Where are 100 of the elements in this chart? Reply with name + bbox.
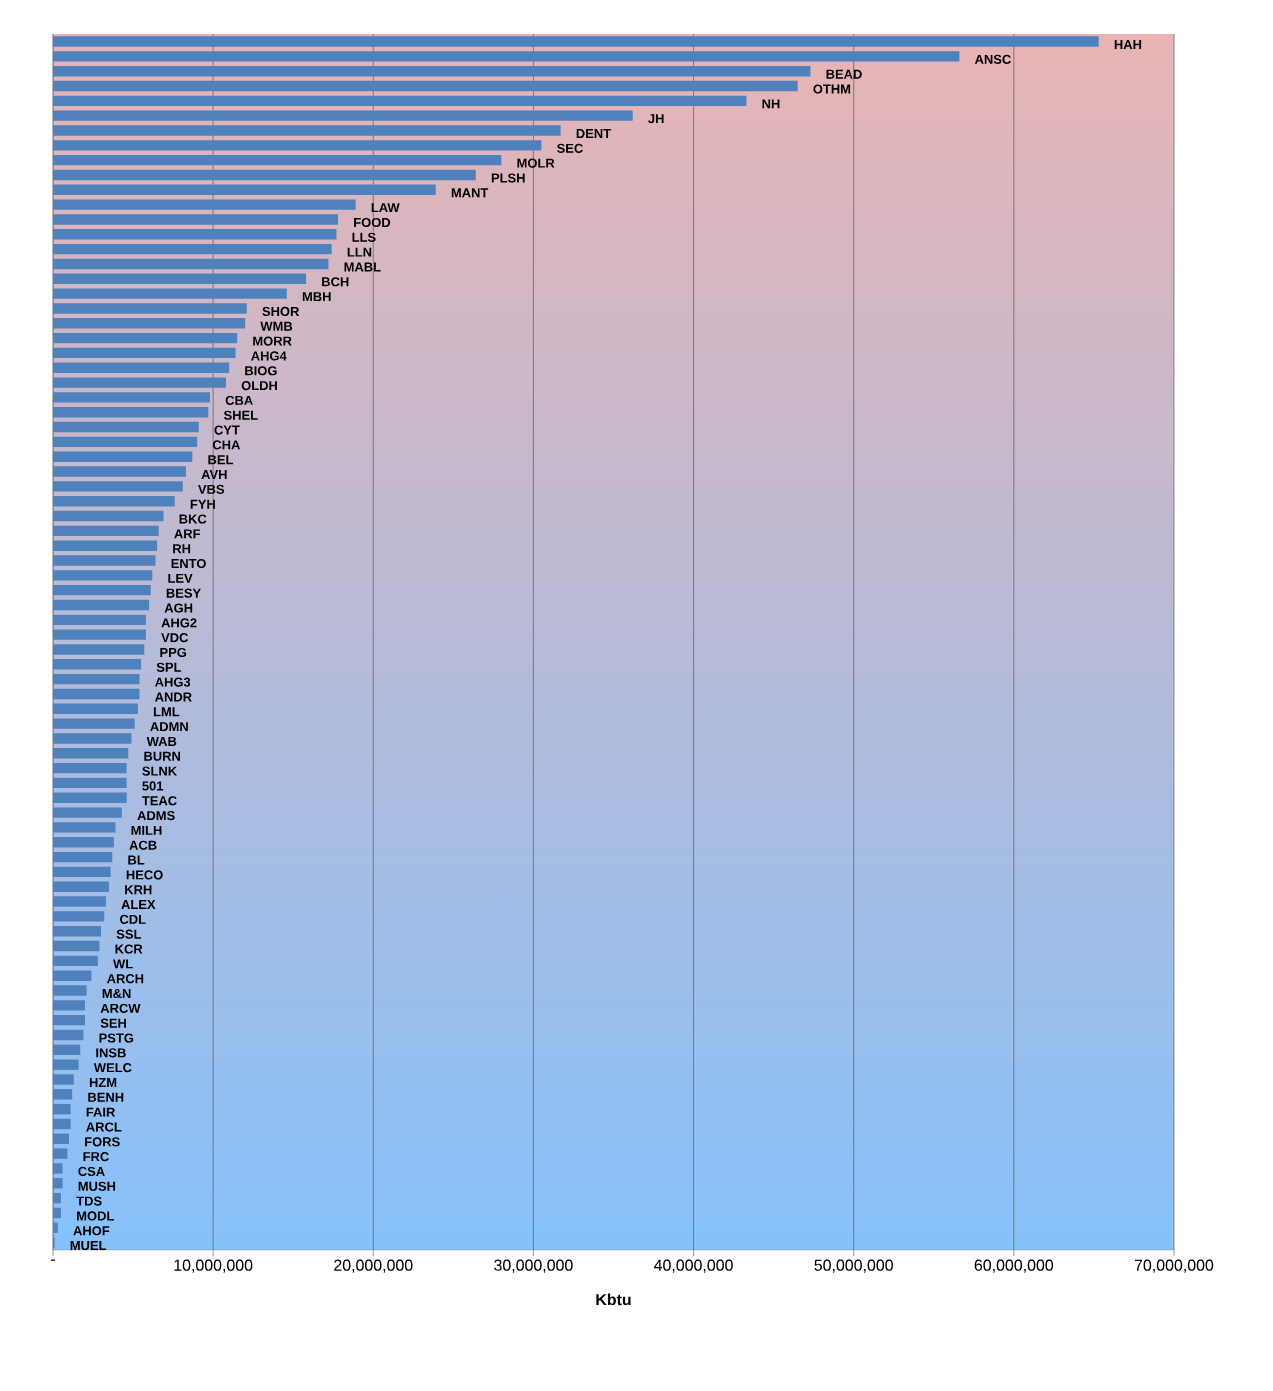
bar — [53, 110, 633, 121]
bar — [53, 1178, 63, 1189]
bar — [53, 229, 337, 240]
bar — [53, 421, 199, 433]
bar — [53, 940, 100, 952]
bar — [53, 807, 122, 818]
bar — [53, 451, 193, 462]
y-tick-label: FYH — [190, 499, 215, 509]
y-tick-label: KRH — [125, 885, 152, 895]
bar — [53, 599, 150, 611]
bar — [53, 896, 106, 907]
bar — [53, 911, 105, 922]
bar — [53, 466, 186, 477]
y-tick-label: SSL — [116, 929, 142, 939]
bar — [53, 1192, 62, 1204]
bar — [53, 36, 1099, 47]
bar — [53, 1089, 73, 1100]
bar — [53, 332, 238, 344]
bar — [53, 318, 246, 329]
y-tick-label: MODL — [77, 1211, 114, 1221]
x-tick-label: 50,000,000 — [814, 1259, 893, 1273]
x-tick-label: 70,000,000 — [1134, 1259, 1214, 1273]
bar — [53, 985, 87, 996]
y-tick-label: CYT — [214, 425, 240, 435]
y-tick-label: FRC — [83, 1152, 109, 1162]
bar — [53, 1133, 70, 1144]
y-tick-label: VDC — [161, 633, 189, 643]
y-tick-label: AGH — [164, 603, 193, 613]
bar — [53, 1044, 81, 1056]
bar — [53, 1118, 71, 1130]
y-tick-label: LEV — [168, 573, 193, 583]
y-tick-label: MUEL — [70, 1241, 107, 1251]
bar — [53, 570, 153, 581]
y-tick-label: WELC — [93, 1063, 132, 1073]
y-tick-label: ACB — [129, 840, 157, 850]
bar — [53, 496, 175, 507]
y-tick-label: HZM — [89, 1078, 117, 1087]
y-tick-label: DENT — [576, 129, 611, 138]
y-tick-label: AHG3 — [155, 677, 191, 687]
y-tick-label: BL — [128, 855, 145, 865]
bar — [53, 748, 129, 759]
y-tick-label: ANDR — [155, 692, 192, 702]
y-tick-label: CSA — [78, 1166, 105, 1177]
bar — [53, 955, 98, 967]
bar — [53, 288, 287, 299]
bar — [53, 392, 210, 403]
y-tick-label: PPG — [160, 647, 187, 658]
bar — [53, 762, 127, 774]
y-tick-label: ARCW — [100, 1003, 141, 1013]
y-tick-label: SHOR — [262, 306, 300, 317]
x-axis-title: Kbtu — [596, 1293, 631, 1306]
bar — [53, 1103, 71, 1115]
bar — [53, 347, 236, 359]
bar — [53, 407, 209, 418]
y-tick-label: JH — [648, 114, 664, 124]
y-tick-label: WMB — [260, 321, 293, 331]
y-tick-label: BEAD — [826, 69, 862, 79]
y-tick-label: BIOG — [245, 366, 277, 376]
bar — [53, 184, 436, 195]
y-tick-label: MUSH — [78, 1181, 116, 1191]
y-tick-label: MILH — [131, 825, 162, 835]
y-tick-label: NH — [762, 99, 780, 109]
bar — [53, 822, 116, 833]
y-tick-label: BESY — [166, 588, 201, 598]
y-tick-label: ENTO — [171, 558, 206, 569]
bar — [53, 792, 127, 803]
y-tick-label: TDS — [76, 1196, 102, 1206]
bar — [53, 688, 140, 700]
bar — [53, 555, 156, 566]
y-tick-label: SPL — [156, 662, 182, 672]
y-tick-label: SEC — [556, 143, 583, 153]
y-tick-label: MOLR — [517, 158, 555, 168]
bar — [53, 1207, 62, 1219]
y-tick-label: ADMN — [150, 722, 188, 732]
bar — [53, 703, 138, 714]
bar — [53, 1074, 74, 1085]
y-tick-label: BENH — [88, 1092, 124, 1102]
bar — [53, 66, 811, 77]
bar — [53, 273, 307, 284]
x-tick-label: - — [51, 1259, 55, 1261]
x-tick-label: 20,000,000 — [334, 1259, 413, 1273]
bar — [53, 733, 132, 744]
x-tick-label: 60,000,000 — [974, 1259, 1054, 1273]
x-tick-label: 40,000,000 — [654, 1259, 733, 1273]
y-tick-label: AHOF — [73, 1226, 110, 1236]
y-tick-label: BURN — [144, 751, 180, 761]
y-tick-label: LAW — [371, 203, 400, 213]
y-tick-label: LLN — [347, 247, 372, 257]
bar — [53, 673, 140, 685]
bar — [53, 926, 102, 937]
y-tick-label: CHA — [212, 440, 241, 450]
y-tick-label: INSB — [96, 1048, 126, 1058]
bar — [53, 659, 142, 670]
y-tick-label: AHG4 — [251, 351, 287, 361]
y-tick-label: VBS — [198, 484, 225, 494]
bar — [53, 1222, 58, 1233]
y-tick-label: WL — [113, 959, 133, 969]
bar — [53, 436, 198, 448]
y-tick-label: LLS — [352, 232, 376, 242]
bar — [53, 866, 111, 878]
